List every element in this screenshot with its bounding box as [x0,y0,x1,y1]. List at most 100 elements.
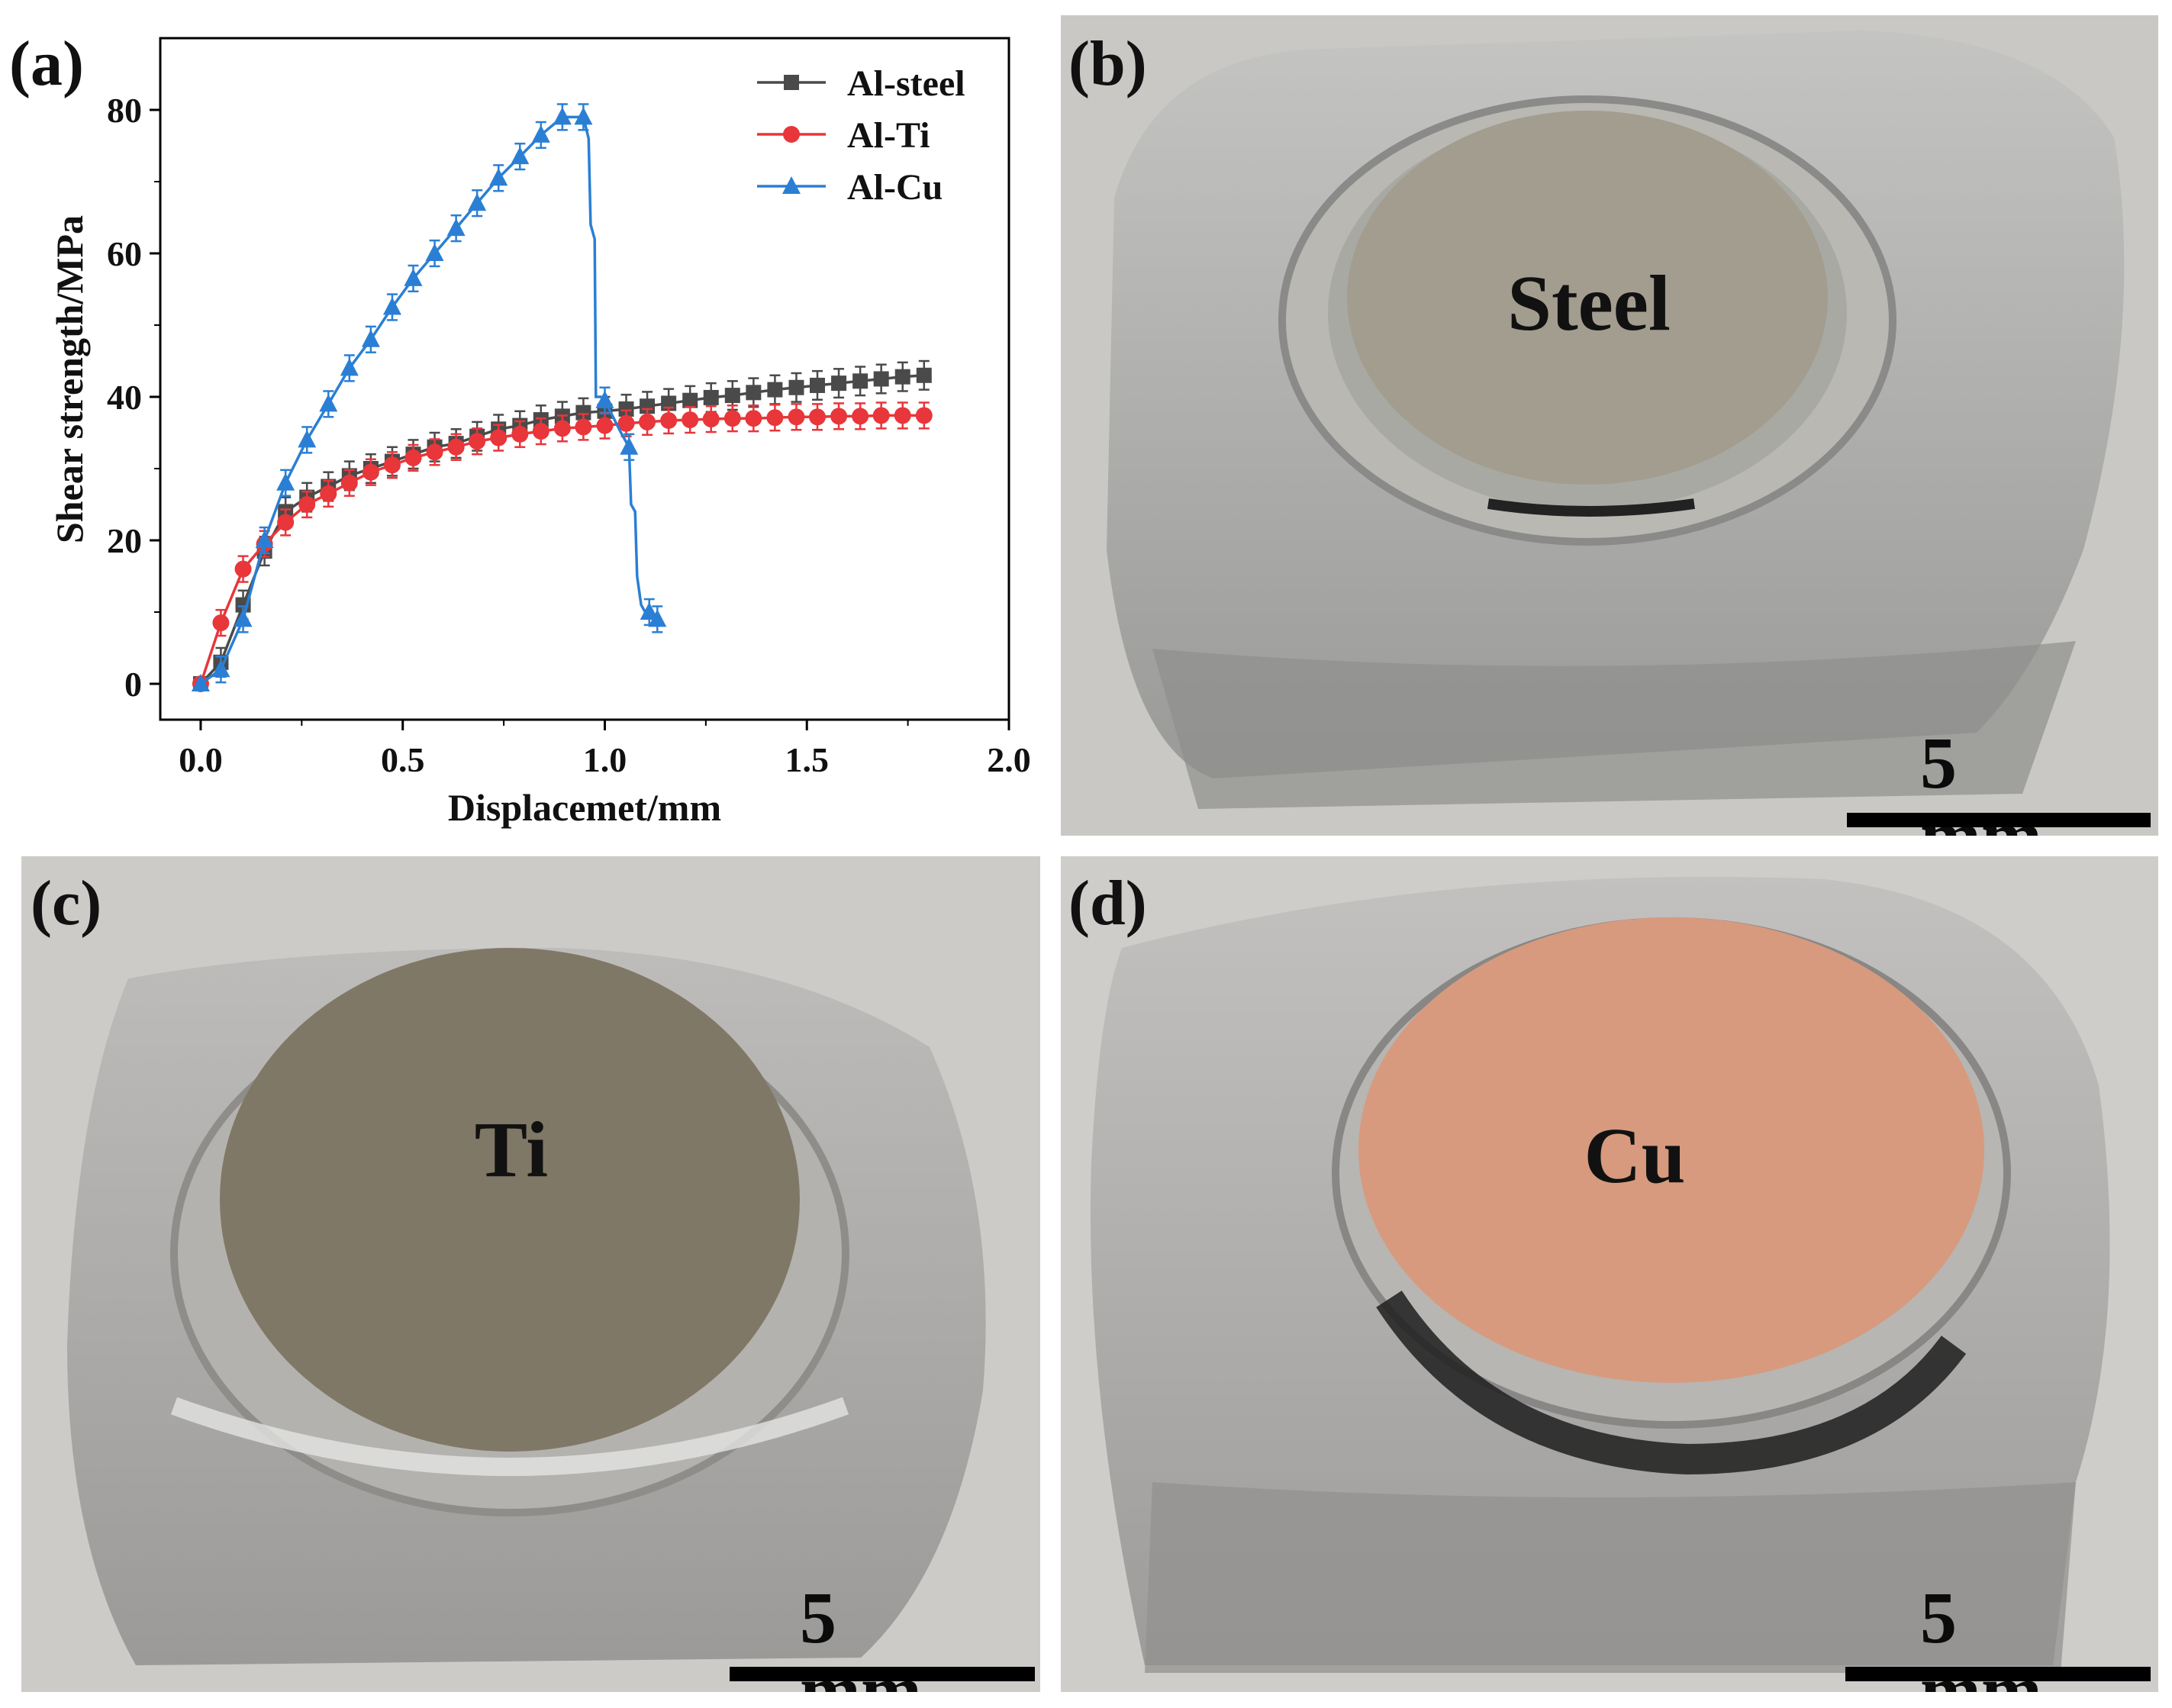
data-point [298,496,316,513]
data-point [723,410,741,427]
data-point [362,463,379,481]
x-tick-label: 1.0 [583,740,627,779]
data-point [531,124,550,143]
data-point [361,329,380,347]
photo-ti-sample: Ti 5 mm [21,856,1040,1692]
data-point [234,609,253,627]
legend: Al-steel Al-Ti Al-Cu [757,63,965,208]
data-point [620,437,639,455]
data-point [575,418,592,436]
data-point [767,382,783,398]
data-point [640,602,659,620]
data-point [319,394,338,412]
data-point [553,420,571,437]
plot-frame [159,37,1010,721]
series-line [199,115,659,685]
legend-marker [783,126,800,143]
data-point [574,107,593,125]
data-point [809,408,827,426]
x-tick-label: 0.5 [381,740,425,779]
data-point [404,449,422,466]
data-point [788,379,804,395]
steel-joint-image [1107,31,2125,809]
data-point [873,371,889,387]
y-tick-label: 40 [107,378,142,417]
data-point [553,107,572,125]
y-tick-label: 60 [107,234,142,273]
data-point [211,659,230,678]
data-point [810,377,826,393]
photo-steel-sample: Steel 5 mm [1061,15,2158,836]
data-point [916,367,932,383]
data-point [724,388,740,404]
data-point [746,385,762,401]
data-point [340,474,358,491]
data-point [446,218,466,237]
scale-bar-c [730,1667,1035,1681]
data-point [298,430,317,448]
data-point [382,297,401,315]
data-point [703,389,719,405]
panel-label-d: (d) [1068,868,1147,939]
x-tick-label: 0.0 [179,740,223,779]
data-point [383,456,401,474]
ti-joint-image [67,948,986,1665]
photo-cu-sample: Cu 5 mm [1061,856,2158,1692]
data-point [617,414,635,432]
data-point [511,147,530,165]
data-point [682,411,699,429]
data-point [852,408,869,425]
series-al-cu [191,103,667,691]
x-axis-label: Displacemet/mm [448,786,721,829]
y-axis-label: Shear strength/MPa [48,215,91,543]
legend-marker [784,75,799,90]
legend-label: Al-Cu [847,167,943,208]
data-point [788,408,805,426]
data-point [915,407,933,424]
legend-label: Al-steel [847,63,965,104]
scale-bar-d [1845,1667,2151,1681]
data-point [490,429,508,446]
sample-label-steel: Steel [1507,259,1671,347]
data-point [532,423,549,440]
data-point [191,674,210,691]
y-tick-label: 80 [107,91,142,130]
data-point [511,425,529,443]
data-point [831,375,847,392]
sample-label-ti: Ti [474,1106,549,1194]
x-tick-label: 2.0 [987,740,1031,779]
data-point [595,390,614,408]
series-layer [191,103,933,692]
data-point [469,433,486,450]
legend-marker [782,176,801,194]
data-point [745,410,762,427]
data-point [852,373,868,389]
series-line [199,414,924,685]
data-point [212,614,230,632]
data-point [489,168,508,186]
data-point [894,407,911,424]
data-point [234,560,252,578]
data-point [340,358,359,376]
data-point [255,530,274,548]
cu-joint-image [1090,876,2110,1673]
data-point [618,401,634,417]
panel-label-b: (b) [1068,28,1147,99]
data-point [320,485,337,502]
data-point [702,411,720,428]
panel-label-a: (a) [9,28,84,99]
data-point [447,438,465,456]
axis-ticks: 0.0 0.5 1.0 1.5 2.0 0 20 40 60 80 [107,91,1031,779]
sample-label-cu: Cu [1584,1112,1686,1200]
data-point [425,243,444,261]
legend-label: Al-Ti [847,115,930,156]
y-tick-label: 20 [107,521,142,560]
y-tick-label: 0 [124,665,142,704]
data-point [639,413,656,430]
data-point [575,404,591,421]
data-point [830,408,848,425]
data-point [468,193,487,211]
data-point [682,392,698,408]
data-point [276,472,295,491]
